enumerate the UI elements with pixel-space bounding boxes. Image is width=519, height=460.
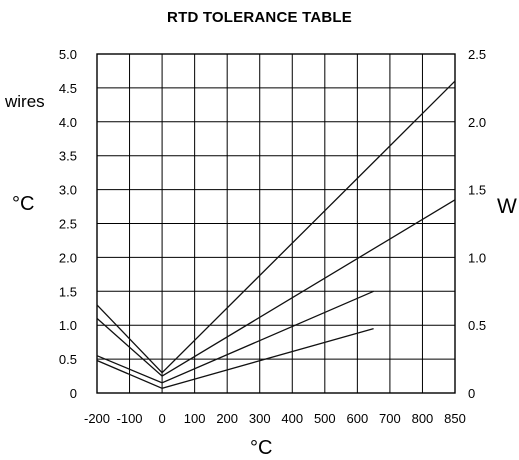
- y-left-tick-label: 3.0: [59, 183, 77, 198]
- x-tick-label: 0: [158, 411, 165, 426]
- x-tick-label: 100: [184, 411, 206, 426]
- y-right-tick-label: 0: [468, 386, 475, 401]
- left-axis-top-label: wires: [5, 92, 45, 111]
- series-line-1: [96, 80, 456, 374]
- x-tick-label: -200: [84, 411, 110, 426]
- y-right-tick-label: 2.5: [468, 47, 486, 62]
- y-left-tick-label: 5.0: [59, 47, 77, 62]
- y-left-tick-label: 4.0: [59, 115, 77, 130]
- y-right-tick-label: 2.0: [468, 115, 486, 130]
- x-tick-label: 600: [347, 411, 369, 426]
- series-line-3: [96, 290, 374, 384]
- chart-title: RTD TOLERANCE TABLE: [167, 9, 352, 26]
- y-left-tick-label: 3.5: [59, 149, 77, 164]
- y-right-tick-label: 1.5: [468, 183, 486, 198]
- plot-frame: [96, 53, 456, 394]
- x-axis-label: °C: [250, 437, 273, 459]
- right-axis-label: W: [497, 195, 517, 218]
- y-left-tick-label: 1.5: [59, 284, 77, 299]
- x-tick-label: 850: [444, 411, 466, 426]
- y-right-tick-label: 0.5: [468, 318, 486, 333]
- left-axis-unit-label: °C: [12, 193, 35, 215]
- x-tick-label: 300: [249, 411, 271, 426]
- series-line-2: [96, 199, 456, 377]
- x-tick-label: -100: [117, 411, 143, 426]
- y-left-tick-label: 2.5: [59, 217, 77, 232]
- y-left-tick-label: 0.5: [59, 352, 77, 367]
- y-left-tick-label: 2.0: [59, 250, 77, 265]
- y-left-tick-label: 1.0: [59, 318, 77, 333]
- x-tick-label: 700: [379, 411, 401, 426]
- x-tick-label: 400: [281, 411, 303, 426]
- x-tick-label: 200: [216, 411, 238, 426]
- y-right-tick-label: 1.0: [468, 250, 486, 265]
- x-tick-label: 800: [412, 411, 434, 426]
- y-left-tick-label: 4.5: [59, 81, 77, 96]
- series-line-4: [96, 327, 374, 389]
- x-tick-label: 500: [314, 411, 336, 426]
- y-left-tick-label: 0: [70, 386, 77, 401]
